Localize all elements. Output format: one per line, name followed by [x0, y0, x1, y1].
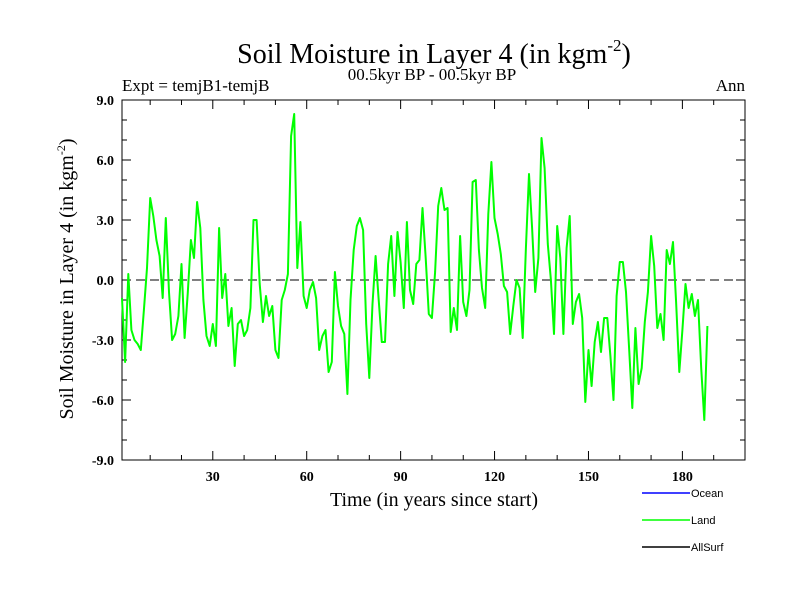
- y-tick-label: 3.0: [97, 214, 115, 229]
- x-tick-label: 150: [578, 470, 599, 485]
- chart-subtitle: 00.5kyr BP - 00.5kyr BP: [348, 65, 516, 84]
- series-line-land: [121, 113, 709, 421]
- y-tick-label: -9.0: [92, 454, 114, 469]
- y-tick-label: -6.0: [92, 394, 114, 409]
- y-tick-label: -3.0: [92, 334, 114, 349]
- legend-label-land: Land: [691, 515, 715, 527]
- x-axis-label: Time (in years since start): [330, 489, 538, 511]
- y-tick-label: 6.0: [97, 154, 115, 169]
- chart-title: Soil Moisture in Layer 4 (in kgm-2): [237, 36, 631, 70]
- legend-label-allsurf: AllSurf: [691, 542, 724, 554]
- x-tick-label: 60: [300, 470, 314, 485]
- y-tick-label: 0.0: [97, 274, 115, 289]
- season-label: Ann: [716, 76, 746, 95]
- y-axis-label: Soil Moisture in Layer 4 (in kgm-2): [54, 138, 78, 419]
- experiment-label: Expt = temjB1-temjB: [122, 76, 269, 95]
- legend-label-ocean: Ocean: [691, 488, 723, 500]
- x-tick-label: 90: [394, 470, 408, 485]
- x-tick-label: 30: [206, 470, 220, 485]
- x-tick-label: 180: [672, 470, 693, 485]
- x-tick-label: 120: [484, 470, 505, 485]
- y-tick-label: 9.0: [97, 94, 115, 109]
